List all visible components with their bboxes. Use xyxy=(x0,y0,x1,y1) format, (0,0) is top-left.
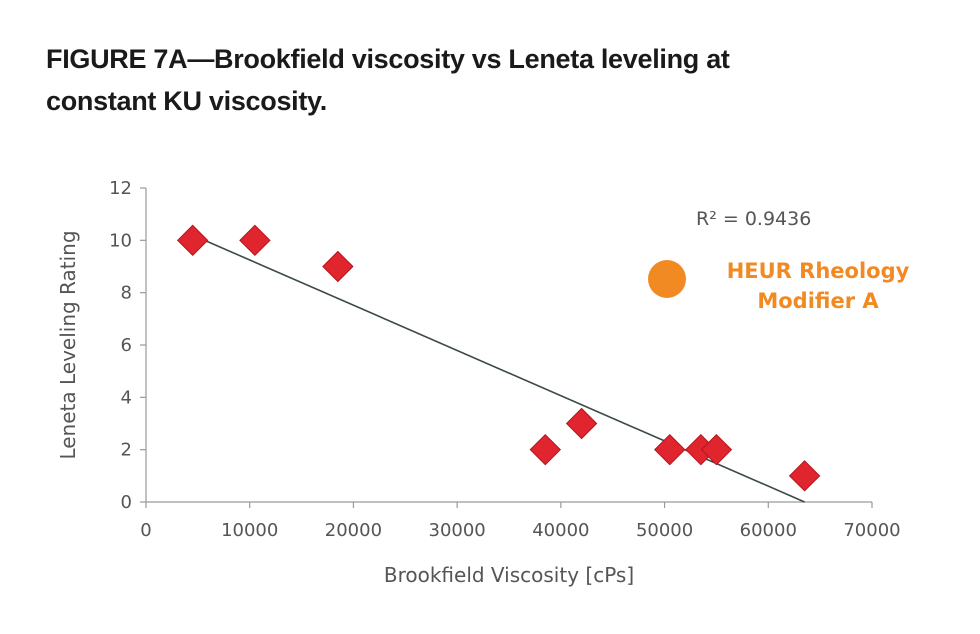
x-tick-label: 10000 xyxy=(221,520,278,541)
r-squared-label: R² = 0.9436 xyxy=(696,208,811,230)
y-tick-label: 0 xyxy=(121,492,132,513)
data-point-diamond xyxy=(176,224,209,257)
y-tick-label: 8 xyxy=(121,283,132,304)
y-tick-label: 2 xyxy=(121,440,132,461)
legend: HEUR Rheology Modifier A xyxy=(648,259,910,313)
trendline-layer xyxy=(192,234,805,503)
x-tick-label: 70000 xyxy=(843,520,900,541)
legend-marker-circle xyxy=(648,260,686,298)
x-tick-label: 20000 xyxy=(325,520,382,541)
x-tick-label: 0 xyxy=(140,520,151,541)
x-tick-label: 40000 xyxy=(532,520,589,541)
x-axis-label: Brookfield Viscosity [cPs] xyxy=(384,563,634,587)
y-tick-label: 12 xyxy=(109,178,132,199)
data-point-diamond xyxy=(239,224,271,257)
legend-label-line: Modifier A xyxy=(757,289,879,313)
x-tick-label: 50000 xyxy=(636,520,693,541)
data-point-diamond xyxy=(788,460,821,492)
data-point-diamond xyxy=(565,407,598,440)
y-axis-label: Leneta Leveling Rating xyxy=(56,230,80,459)
data-point-diamond xyxy=(700,433,733,466)
y-tick-label: 4 xyxy=(121,387,132,408)
data-point-diamond xyxy=(529,433,562,466)
chart-ticks: 0 10000 20000 30000 40000 50000 60000 70000 0 2 4 6… xyxy=(109,178,901,541)
y-tick-label: 10 xyxy=(109,230,132,251)
figure-title: FIGURE 7A—Brookfield viscosity vs Leneta… xyxy=(46,44,730,116)
y-tick-label: 6 xyxy=(121,335,132,356)
legend-label-line: HEUR Rheology xyxy=(727,259,910,283)
x-tick-label: 60000 xyxy=(740,520,797,541)
data-point-diamond xyxy=(654,433,686,466)
x-tick-label: 30000 xyxy=(429,520,486,541)
data-points xyxy=(176,224,821,492)
data-point-diamond xyxy=(322,250,354,283)
trendline xyxy=(192,234,805,503)
